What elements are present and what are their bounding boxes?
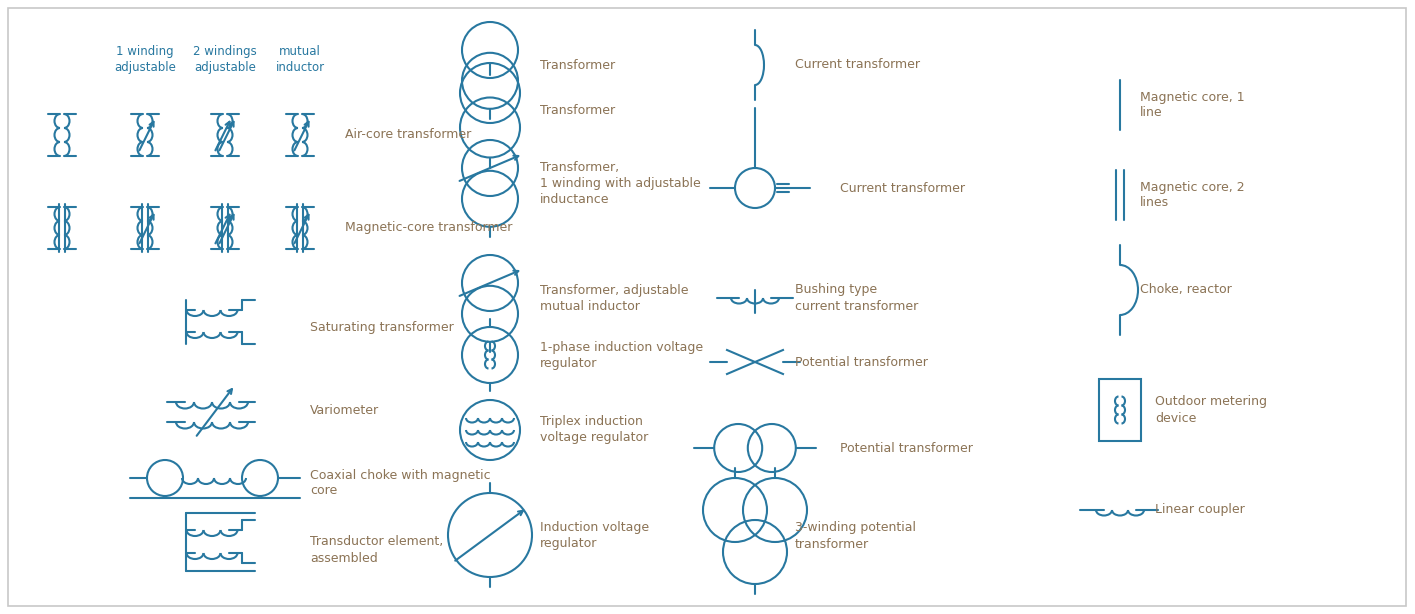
Text: Air-core transformer: Air-core transformer	[345, 128, 471, 141]
Text: Variometer: Variometer	[310, 403, 379, 416]
Text: Transformer: Transformer	[541, 59, 616, 72]
Text: Triplex induction
voltage regulator: Triplex induction voltage regulator	[541, 416, 648, 445]
Text: Transformer,
1 winding with adjustable
inductance: Transformer, 1 winding with adjustable i…	[541, 161, 700, 206]
Text: 3-winding potential
transformer: 3-winding potential transformer	[795, 521, 916, 551]
Text: Magnetic core, 1
line: Magnetic core, 1 line	[1140, 90, 1245, 120]
Text: Current transformer: Current transformer	[841, 182, 965, 195]
Text: Induction voltage
regulator: Induction voltage regulator	[541, 521, 649, 550]
Text: Choke, reactor: Choke, reactor	[1140, 284, 1231, 297]
Text: 1-phase induction voltage
regulator: 1-phase induction voltage regulator	[541, 341, 703, 370]
Text: Coaxial choke with magnetic
core: Coaxial choke with magnetic core	[310, 468, 491, 497]
Bar	[1099, 379, 1140, 441]
Text: Transformer: Transformer	[541, 104, 616, 117]
Text: Potential transformer: Potential transformer	[795, 356, 928, 368]
Text: Linear coupler: Linear coupler	[1155, 503, 1245, 516]
Text: Outdoor metering
device: Outdoor metering device	[1155, 395, 1266, 424]
Text: 1 winding
adjustable: 1 winding adjustable	[115, 45, 175, 74]
Text: Transductor element,
assembled: Transductor element, assembled	[310, 535, 443, 564]
Text: Transformer, adjustable
mutual inductor: Transformer, adjustable mutual inductor	[541, 284, 689, 313]
Text: Saturating transformer: Saturating transformer	[310, 321, 454, 333]
Text: Potential transformer: Potential transformer	[841, 441, 974, 454]
Text: mutual
inductor: mutual inductor	[276, 45, 324, 74]
Text: Bushing type
current transformer: Bushing type current transformer	[795, 284, 918, 313]
Text: Magnetic-core transformer: Magnetic-core transformer	[345, 222, 512, 235]
Text: 2 windings
adjustable: 2 windings adjustable	[192, 45, 258, 74]
Text: Magnetic core, 2
lines: Magnetic core, 2 lines	[1140, 181, 1245, 209]
Text: Current transformer: Current transformer	[795, 58, 920, 71]
